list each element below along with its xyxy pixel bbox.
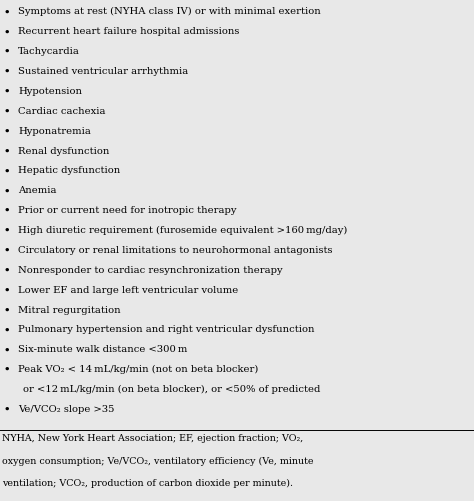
- Text: •: •: [4, 28, 10, 36]
- Text: •: •: [4, 405, 10, 414]
- Text: Nonresponder to cardiac resynchronization therapy: Nonresponder to cardiac resynchronizatio…: [18, 266, 283, 275]
- Text: Recurrent heart failure hospital admissions: Recurrent heart failure hospital admissi…: [18, 28, 239, 36]
- Text: Sustained ventricular arrhythmia: Sustained ventricular arrhythmia: [18, 67, 188, 76]
- Text: Six-minute walk distance <300 m: Six-minute walk distance <300 m: [18, 345, 187, 354]
- Text: Hyponatremia: Hyponatremia: [18, 127, 91, 136]
- Text: •: •: [4, 345, 10, 354]
- Text: Hepatic dysfunction: Hepatic dysfunction: [18, 166, 120, 175]
- Text: •: •: [4, 47, 10, 56]
- Text: Lower EF and large left ventricular volume: Lower EF and large left ventricular volu…: [18, 286, 238, 295]
- Text: •: •: [4, 246, 10, 255]
- Text: •: •: [4, 186, 10, 195]
- Text: •: •: [4, 107, 10, 116]
- Text: NYHA, New York Heart Association; EF, ejection fraction; VO₂,: NYHA, New York Heart Association; EF, ej…: [2, 434, 304, 443]
- Text: ventilation; VCO₂, production of carbon dioxide per minute).: ventilation; VCO₂, production of carbon …: [2, 479, 293, 488]
- Text: Prior or current need for inotropic therapy: Prior or current need for inotropic ther…: [18, 206, 237, 215]
- Text: •: •: [4, 266, 10, 275]
- Text: •: •: [4, 67, 10, 76]
- Text: Anemia: Anemia: [18, 186, 56, 195]
- Text: Peak VO₂ < 14 mL/kg/min (not on beta blocker): Peak VO₂ < 14 mL/kg/min (not on beta blo…: [18, 365, 258, 374]
- Text: •: •: [4, 226, 10, 235]
- Text: •: •: [4, 147, 10, 156]
- Text: High diuretic requirement (furosemide equivalent >160 mg/day): High diuretic requirement (furosemide eq…: [18, 226, 347, 235]
- Text: •: •: [4, 206, 10, 215]
- Text: Symptoms at rest (NYHA class IV) or with minimal exertion: Symptoms at rest (NYHA class IV) or with…: [18, 8, 321, 17]
- Text: Cardiac cachexia: Cardiac cachexia: [18, 107, 106, 116]
- Text: Circulatory or renal limitations to neurohormonal antagonists: Circulatory or renal limitations to neur…: [18, 246, 333, 255]
- Text: •: •: [4, 365, 10, 374]
- Text: Pulmonary hypertension and right ventricular dysfunction: Pulmonary hypertension and right ventric…: [18, 326, 315, 335]
- Text: •: •: [4, 286, 10, 295]
- Text: Mitral regurgitation: Mitral regurgitation: [18, 306, 121, 315]
- Text: •: •: [4, 326, 10, 335]
- Text: Hypotension: Hypotension: [18, 87, 82, 96]
- Text: •: •: [4, 306, 10, 315]
- Text: or <12 mL/kg/min (on beta blocker), or <50% of predicted: or <12 mL/kg/min (on beta blocker), or <…: [23, 385, 320, 394]
- Text: Tachycardia: Tachycardia: [18, 47, 80, 56]
- Text: •: •: [4, 127, 10, 136]
- Text: •: •: [4, 8, 10, 17]
- Text: Renal dysfunction: Renal dysfunction: [18, 147, 109, 156]
- Text: Ve/VCO₂ slope >35: Ve/VCO₂ slope >35: [18, 405, 115, 414]
- Text: •: •: [4, 87, 10, 96]
- Text: oxygen consumption; Ve/VCO₂, ventilatory efficiency (Ve, minute: oxygen consumption; Ve/VCO₂, ventilatory…: [2, 456, 314, 466]
- Text: •: •: [4, 166, 10, 175]
